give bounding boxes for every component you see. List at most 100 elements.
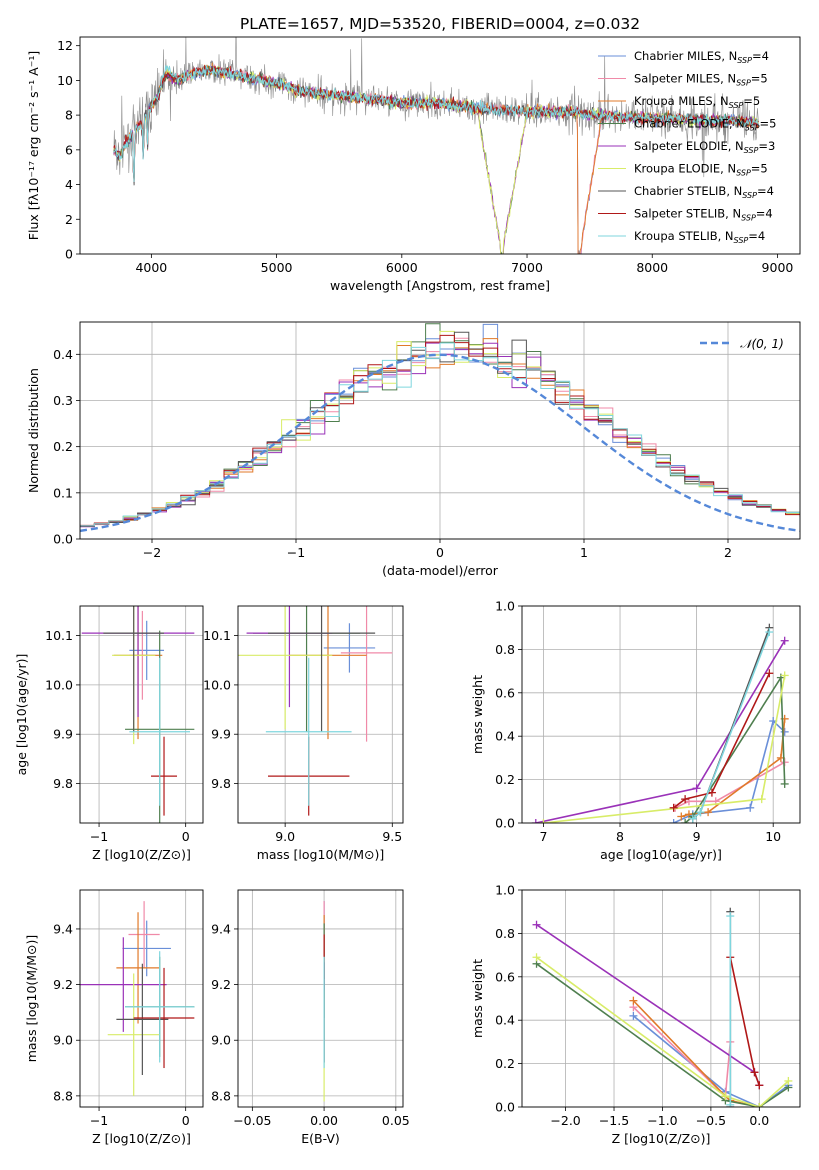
axes-frame xyxy=(521,605,801,824)
legend-label: Chabrier ELODIE, NSSP=5 xyxy=(634,117,776,133)
plot-area xyxy=(238,606,393,816)
x-tick-label: 6000 xyxy=(386,260,418,275)
y-tick-label: 9.2 xyxy=(53,977,73,992)
x-tick-label: 7 xyxy=(539,829,547,844)
x-tick-label: −1.0 xyxy=(647,1113,677,1128)
y-axis-label: Flux [fλ10⁻¹⁷ erg cm⁻² s⁻¹ A⁻¹] xyxy=(26,51,41,240)
axes-frame xyxy=(521,889,801,1108)
model-spectrum-line xyxy=(113,65,759,182)
weight-marker xyxy=(757,795,766,804)
x-axis-label: Z [log10(Z/Z⊙)] xyxy=(92,1131,191,1146)
weight-marker xyxy=(780,779,789,788)
x-tick-label: −0.5 xyxy=(696,1113,726,1128)
panel-weight-vs-age: 7 8 9 10 0.0 0.2 0.4 0.6 0.8 1.0 age [log10(age/yr… xyxy=(470,599,801,862)
y-tick-label: 0.3 xyxy=(53,393,73,408)
x-tick-label: 5000 xyxy=(261,260,293,275)
y-tick-label: 8 xyxy=(65,108,73,123)
y-tick-label: 1.0 xyxy=(495,599,515,614)
axes-frame xyxy=(79,889,204,1108)
weight-line xyxy=(632,1000,760,1107)
legend-label: Salpeter MILES, NSSP=5 xyxy=(634,72,768,88)
y-tick-label: 0.0 xyxy=(495,1100,515,1115)
plot-area xyxy=(531,623,789,823)
plot-area xyxy=(80,901,195,1096)
weight-marker xyxy=(707,788,716,797)
y-tick-label: 10.1 xyxy=(203,628,231,643)
y-tick-label: 0.8 xyxy=(495,926,515,941)
weight-marker xyxy=(704,808,713,817)
y-tick-label: 0.4 xyxy=(495,729,515,744)
y-tick-label: 0 xyxy=(65,247,73,262)
weight-marker xyxy=(681,795,690,804)
weight-marker xyxy=(726,912,735,921)
weight-marker xyxy=(765,628,774,637)
model-spectrum-line xyxy=(113,62,759,254)
x-axis-label: mass [log10(M/M⊙)] xyxy=(257,847,385,862)
weight-marker xyxy=(539,819,548,823)
weight-marker xyxy=(669,819,678,823)
x-tick-label: 0 xyxy=(182,1113,190,1128)
legend-label: Salpeter STELIB, NSSP=4 xyxy=(634,207,773,223)
x-axis-label: (data-model)/error xyxy=(382,563,499,578)
plot-layer: 4000 5000 6000 7000 8000 9000024681012wavelen… xyxy=(14,36,801,1146)
x-tick-label: 8000 xyxy=(636,260,668,275)
y-tick-label: 9.2 xyxy=(211,977,231,992)
y-tick-label: 10.1 xyxy=(45,628,73,643)
axes-frame xyxy=(79,36,801,255)
weight-marker xyxy=(780,636,789,645)
x-tick-label: 1 xyxy=(580,545,588,560)
y-tick-label: 9.8 xyxy=(53,776,73,791)
legend-label: Chabrier STELIB, NSSP=4 xyxy=(634,184,774,200)
figure-title: PLATE=1657, MJD=53520, FIBERID=0004, z=0… xyxy=(240,15,640,33)
y-tick-label: 8.8 xyxy=(211,1088,231,1103)
y-tick-label: 4 xyxy=(65,177,73,192)
y-axis-label: mass [log10(M/M⊙)] xyxy=(24,935,39,1063)
y-tick-label: 0.4 xyxy=(53,347,73,362)
x-axis-label: wavelength [Angstrom, rest frame] xyxy=(330,278,550,293)
x-axis-label: age [log10(age/yr)] xyxy=(600,847,722,862)
x-tick-label: −1 xyxy=(90,1113,108,1128)
panel-age-vs-Z: −1 0 9.8 9.9 10.0 10.1 Z [log10(Z/Z⊙)] age [log… xyxy=(14,605,204,862)
weight-marker xyxy=(755,1103,764,1107)
y-tick-label: 10.0 xyxy=(45,677,73,692)
y-tick-label: 0.0 xyxy=(53,532,73,547)
y-tick-label: 0.2 xyxy=(495,1056,515,1071)
legend-label: 𝒩(0, 1) xyxy=(740,337,784,351)
legend-label: Kroupa STELIB, NSSP=4 xyxy=(634,229,765,245)
weight-marker xyxy=(681,819,690,823)
legend-label: Salpeter ELODIE, NSSP=3 xyxy=(634,139,775,155)
y-tick-label: 9.9 xyxy=(53,727,73,742)
weight-line xyxy=(684,674,786,823)
x-tick-label: −1 xyxy=(90,829,108,844)
weight-line xyxy=(692,631,771,820)
plot-area xyxy=(532,907,793,1107)
weight-line xyxy=(536,963,789,1107)
panel-mass-vs-EBV: −0.05 0.00 0.05 8.8 9.0 9.2 9.4 E(B-V) xyxy=(211,889,410,1146)
y-tick-label: 8.8 xyxy=(53,1088,73,1103)
y-axis-label: age [log10(age/yr)] xyxy=(14,654,29,776)
y-tick-label: 0.1 xyxy=(53,485,73,500)
x-tick-label: 2 xyxy=(724,545,732,560)
x-tick-label: 4000 xyxy=(135,260,167,275)
y-tick-label: 6 xyxy=(65,142,73,157)
y-tick-label: 10.0 xyxy=(203,677,231,692)
panel-weight-vs-Z: −2.0 −1.5 −1.0 −0.5 0.0 0.0 0.2 0.4 0.6 0.8 1.0 Z [… xyxy=(470,883,801,1146)
weight-line xyxy=(632,1015,789,1107)
weight-marker xyxy=(726,1100,735,1107)
y-tick-label: 0.2 xyxy=(53,439,73,454)
weight-marker xyxy=(696,808,705,817)
legend-label: Kroupa ELODIE, NSSP=5 xyxy=(634,162,768,178)
panel-age-vs-mass: 9.0 9.5 9.8 9.9 10.0 10.1 mass [log10(M/M⊙)] xyxy=(203,605,404,862)
axes-frame xyxy=(237,889,404,1108)
y-tick-label: 0.6 xyxy=(495,685,515,700)
y-tick-label: 9.4 xyxy=(53,921,73,936)
weight-marker xyxy=(746,803,755,812)
legend-label: Kroupa MILES, NSSP=5 xyxy=(634,94,760,110)
weight-marker xyxy=(765,669,774,678)
x-tick-label: 9.5 xyxy=(382,829,402,844)
x-tick-label: 0.0 xyxy=(749,1113,769,1128)
plot-area xyxy=(80,323,800,533)
weight-line xyxy=(536,924,761,1086)
panel-mass-vs-Z: −1 0 8.8 9.0 9.2 9.4 Z [log10(Z/Z⊙)] mass [log1… xyxy=(24,889,204,1146)
y-tick-label: 12 xyxy=(57,38,73,53)
